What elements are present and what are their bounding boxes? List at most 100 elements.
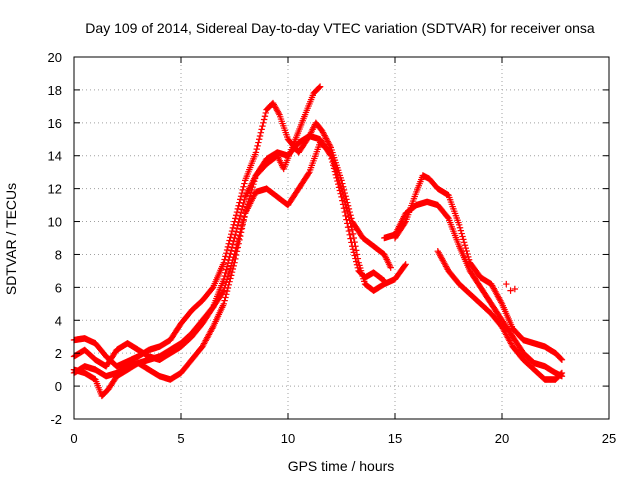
data-point (233, 225, 241, 232)
data-point (326, 151, 334, 158)
chart-title: Day 109 of 2014, Sidereal Day-to-day VTE… (85, 20, 595, 36)
data-point (354, 264, 362, 272)
data-point (457, 227, 465, 234)
data-point (236, 215, 243, 223)
data-point (456, 224, 464, 231)
data-point (228, 272, 235, 279)
data-point (239, 186, 246, 194)
data-point (222, 294, 229, 301)
data-point (227, 250, 234, 258)
data-point (503, 280, 510, 288)
data-point (262, 109, 269, 117)
data-series-isolated-points (503, 280, 519, 294)
data-point (226, 253, 233, 261)
data-point (240, 217, 247, 225)
axis-ticks: 0 5 10 15 20 25 -2 0 2 4 6 8 10 12 14 16 18 20 (48, 50, 617, 446)
plot-data (70, 83, 566, 400)
y-tick-label: 12 (48, 182, 62, 197)
data-point (261, 113, 269, 120)
data-point (305, 170, 312, 177)
data-point (458, 230, 465, 237)
x-tick-label: 15 (388, 431, 402, 446)
data-series-satellite-track-1 (70, 99, 394, 370)
data-point (228, 268, 236, 276)
data-point (232, 228, 240, 235)
data-point (235, 240, 242, 247)
data-point (220, 259, 227, 266)
data-point (337, 190, 344, 197)
x-tick-label: 10 (281, 431, 295, 446)
data-point (511, 285, 519, 293)
data-point (330, 162, 337, 169)
data-point (209, 305, 216, 312)
data-point (353, 261, 361, 268)
data-point (465, 253, 472, 261)
data-point (229, 241, 237, 248)
data-point (316, 83, 324, 90)
data-point (223, 287, 231, 295)
data-point (236, 199, 243, 206)
data-point (344, 220, 351, 227)
data-point (223, 263, 231, 270)
x-tick-label: 20 (495, 431, 509, 446)
data-point (230, 221, 237, 228)
data-point (253, 145, 260, 153)
data-point (256, 132, 264, 140)
data-point (232, 251, 240, 259)
data-point (497, 299, 505, 306)
data-point (237, 193, 245, 200)
data-point (221, 256, 228, 263)
data-point (236, 236, 243, 244)
data-point (229, 224, 237, 232)
data-point (327, 152, 334, 159)
y-tick-label: 2 (55, 346, 62, 361)
data-series-satellite-track-4 (70, 83, 324, 370)
data-point (235, 202, 242, 209)
data-point (223, 291, 230, 298)
data-point (260, 116, 268, 123)
data-point (507, 287, 514, 294)
data-point (228, 231, 235, 238)
data-point (244, 201, 251, 208)
data-point (349, 230, 357, 238)
data-point (459, 233, 466, 240)
x-axis-label: GPS time / hours (288, 458, 395, 474)
data-point (387, 264, 394, 271)
data-point (328, 155, 335, 163)
data-point (224, 243, 232, 251)
y-tick-label: 8 (55, 247, 62, 262)
data-point (243, 204, 251, 211)
data-point (258, 126, 265, 133)
data-point (460, 239, 468, 246)
data-point (232, 212, 240, 219)
data-point (228, 244, 236, 251)
data-point (209, 325, 216, 332)
data-point (348, 239, 355, 246)
data-point (220, 300, 227, 308)
data-point (343, 216, 350, 223)
data-point (224, 284, 232, 292)
data-point (239, 203, 246, 210)
y-tick-label: -2 (50, 412, 62, 427)
data-point (339, 197, 346, 204)
data-point (237, 232, 244, 240)
data-point (237, 212, 244, 220)
data-point (238, 206, 246, 213)
data-point (558, 369, 566, 377)
data-point (462, 244, 469, 252)
data-point (242, 207, 250, 214)
y-tick-label: 4 (55, 313, 62, 328)
data-point (255, 139, 262, 146)
data-point (222, 253, 229, 260)
data-point (223, 246, 231, 254)
data-point (334, 177, 341, 185)
data-point (350, 249, 358, 256)
data-point (341, 208, 348, 216)
data-point (227, 234, 234, 241)
data-point (225, 256, 232, 264)
data-point (344, 224, 352, 231)
data-point (221, 297, 228, 304)
data-point (231, 234, 238, 242)
data-point (226, 237, 233, 244)
